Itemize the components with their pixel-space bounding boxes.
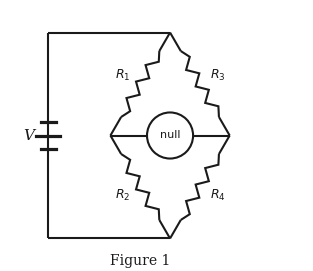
Text: null: null [160,131,180,140]
Text: $R_2$: $R_2$ [115,188,130,203]
Text: Figure 1: Figure 1 [110,254,170,268]
Text: $R_3$: $R_3$ [210,68,225,83]
Text: $R_1$: $R_1$ [115,68,130,83]
Circle shape [147,112,193,159]
Text: V: V [23,128,35,143]
Text: $R_4$: $R_4$ [210,188,225,203]
